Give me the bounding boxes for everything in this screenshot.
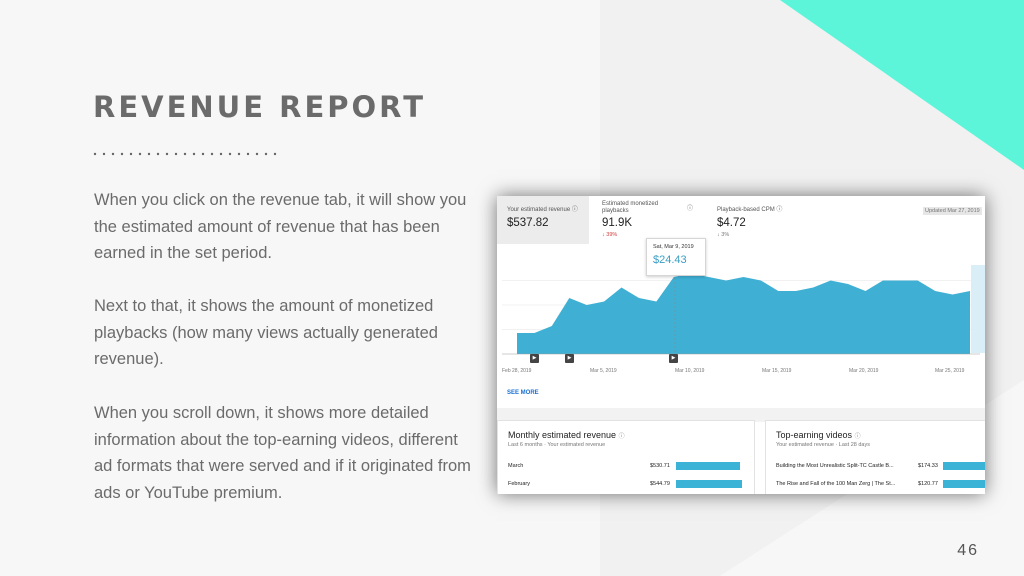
cpm-card-value[interactable]: $4.72	[717, 217, 746, 229]
monthly-row-label[interactable]: March	[508, 463, 524, 469]
info-icon: ⓘ	[854, 434, 861, 440]
accent-triangle	[780, 0, 1024, 170]
see-more-link[interactable]: SEE MORE	[507, 390, 539, 396]
chart-tooltip: Sat, Mar 9, 2019 $24.43	[646, 238, 706, 276]
paragraph-scroll-details: When you scroll down, it shows more deta…	[94, 404, 471, 502]
cpm-card-label: Playback-based CPM ⓘ	[717, 207, 783, 213]
tooltip-value: $24.43	[653, 254, 687, 266]
x-tick-label: Mar 10, 2019	[675, 368, 705, 374]
top-video-bar	[943, 480, 985, 488]
monthly-row-label[interactable]: February	[508, 481, 531, 487]
top-video-title[interactable]: The Rise and Fall of the 100 Man Zerg | …	[776, 481, 896, 487]
top-video-value: $120.77	[918, 481, 938, 487]
monthly-card-title: Monthly estimated revenue ⓘ	[508, 430, 625, 440]
x-tick-label: Mar 15, 2019	[762, 368, 792, 374]
paragraph-revenue-tab: When you click on the revenue tab, it wi…	[94, 191, 467, 262]
tooltip-date: Sat, Mar 9, 2019	[653, 244, 694, 250]
monthly-row-bar	[676, 462, 740, 470]
x-tick-label: Feb 28, 2019	[502, 368, 532, 374]
playbacks-change: ↓ 39%	[602, 232, 618, 238]
monthly-row-value: $530.71	[650, 463, 670, 469]
monthly-revenue-card: Monthly estimated revenue ⓘ Last 6 month…	[497, 420, 755, 494]
x-tick-label: Mar 25, 2019	[935, 368, 965, 374]
dotted-divider	[93, 152, 277, 156]
monthly-card-subtitle: Last 6 months · Your estimated revenue	[508, 442, 606, 448]
video-marker-icon[interactable]: ▶	[669, 354, 678, 363]
revenue-chart	[502, 265, 985, 359]
revenue-card-value[interactable]: $537.82	[507, 217, 549, 229]
page-number: 46	[957, 542, 979, 559]
x-tick-label: Mar 5, 2019	[590, 368, 617, 374]
info-icon: ⓘ	[571, 207, 578, 213]
updated-badge: Updated Mar 27, 2019	[923, 207, 982, 215]
info-icon: ⓘ	[618, 434, 625, 440]
playbacks-card-value[interactable]: 91.9K	[602, 217, 633, 229]
selected-card-background	[497, 196, 589, 244]
section-separator	[497, 408, 985, 422]
top-video-value: $174.33	[918, 463, 938, 469]
top-videos-card: Top-earning videos ⓘ Your estimated reve…	[765, 420, 985, 494]
info-icon: ⓘ	[776, 207, 783, 213]
paragraph-monetized-playbacks: Next to that, it shows the amount of mon…	[94, 297, 438, 368]
chart-partial-day-band	[971, 265, 985, 353]
video-marker-icon[interactable]: ▶	[530, 354, 539, 363]
analytics-screenshot: Your estimated revenue ⓘ $537.82 Estimat…	[497, 196, 985, 494]
cpm-change: ↓ 3%	[717, 232, 730, 238]
x-tick-label: Mar 20, 2019	[849, 368, 879, 374]
revenue-card-label: Your estimated revenue ⓘ	[507, 207, 578, 213]
top-video-title[interactable]: Building the Most Unrealistic Split-TC C…	[776, 463, 894, 469]
top-videos-title: Top-earning videos ⓘ	[776, 430, 861, 440]
top-video-bar	[943, 462, 985, 470]
info-icon: ⓘ	[687, 206, 694, 212]
playbacks-card-label: Estimated monetized playbacks	[602, 201, 659, 214]
revenue-area-series	[517, 273, 970, 354]
monthly-row-value: $544.79	[650, 481, 670, 487]
monthly-row-bar	[676, 480, 742, 488]
slide-title: REVENUE REPORT	[93, 90, 426, 124]
video-marker-icon[interactable]: ▶	[565, 354, 574, 363]
top-videos-subtitle: Your estimated revenue · Last 28 days	[776, 442, 870, 448]
